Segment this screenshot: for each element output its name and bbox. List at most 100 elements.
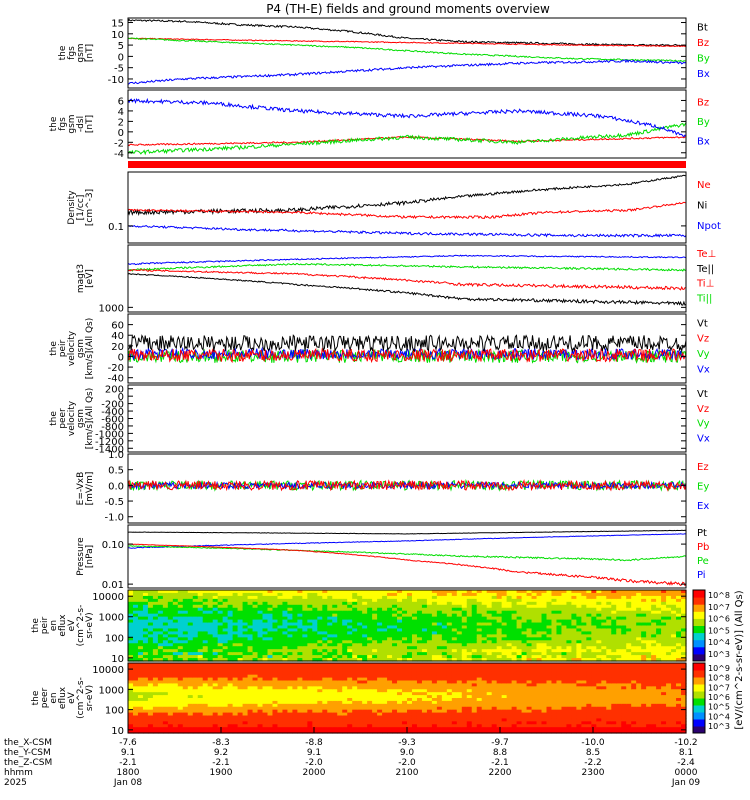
heatmap-cell (242, 683, 249, 687)
heatmap-cell (576, 649, 582, 653)
heatmap-cell (636, 655, 642, 659)
heatmap-cell (162, 634, 169, 638)
heatmap-cell (536, 598, 543, 603)
heatmap-cell (137, 628, 144, 633)
heatmap-cell (222, 619, 229, 624)
heatmap-cell (526, 622, 533, 627)
heatmap-cell (461, 652, 468, 656)
heatmap-cell (566, 607, 573, 612)
heatmap-cell (382, 601, 388, 606)
heatmap-cell (192, 715, 199, 720)
heatmap-cell (626, 610, 632, 615)
y-axis-label: [1/cc] (76, 195, 86, 221)
heatmap-cell (561, 592, 568, 597)
heatmap-cell (461, 604, 468, 609)
heatmap-cell (352, 640, 358, 644)
heatmap-cell (656, 592, 662, 597)
heatmap-cell (476, 646, 483, 650)
heatmap-cell (212, 628, 219, 633)
heatmap-cell (621, 643, 627, 647)
heatmap-cell (272, 619, 279, 624)
heatmap-cell (486, 677, 493, 682)
panel-frame (127, 453, 687, 524)
heatmap-cell (142, 700, 149, 705)
heatmap-cell (172, 616, 179, 621)
heatmap-cell (142, 674, 149, 679)
heatmap-cell (142, 677, 149, 682)
heatmap-cell (531, 607, 538, 612)
heatmap-cell (441, 686, 448, 690)
heatmap-cell (546, 692, 553, 696)
y-axis-label: gsm (76, 43, 86, 62)
heatmap-cell (302, 689, 308, 693)
heatmap-cell (556, 592, 563, 597)
heatmap-cell (337, 663, 343, 667)
heatmap-cell (367, 663, 373, 667)
heatmap-cell (317, 640, 323, 644)
heatmap-cell (461, 595, 468, 600)
heatmap-cell (232, 607, 239, 612)
heatmap-cell (302, 613, 308, 618)
heatmap-cell (132, 610, 139, 615)
heatmap-cell (461, 628, 468, 633)
heatmap-cell (516, 706, 523, 711)
heatmap-cell (416, 724, 423, 728)
heatmap-cell (237, 709, 244, 714)
heatmap-cell (501, 715, 508, 720)
heatmap-cell (337, 592, 343, 597)
heatmap-cell (357, 692, 363, 696)
heatmap-cell (601, 592, 607, 597)
heatmap-cell (312, 695, 318, 699)
heatmap-cell (436, 663, 443, 667)
heatmap-cell (446, 680, 453, 685)
heatmap-cell (606, 625, 612, 630)
heatmap-cell (172, 643, 179, 647)
heatmap-cell (506, 595, 513, 600)
heatmap-cell (357, 637, 363, 641)
heatmap-cell (192, 668, 199, 673)
heatmap-cell (372, 622, 378, 627)
heatmap-cell (382, 674, 388, 679)
heatmap-cell (177, 695, 184, 699)
heatmap-cell (257, 689, 264, 693)
heatmap-cell (496, 649, 503, 653)
heatmap-cell (516, 703, 523, 708)
heatmap-cell (327, 649, 333, 653)
heatmap-cell (207, 677, 214, 682)
heatmap-cell (312, 709, 318, 714)
heatmap-cell (297, 703, 303, 708)
heatmap-cell (197, 637, 204, 641)
heatmap-cell (446, 706, 453, 711)
heatmap-cell (551, 590, 558, 594)
heatmap-cell (506, 646, 513, 650)
heatmap-cell (192, 683, 199, 687)
heatmap-cell (481, 622, 488, 627)
heatmap-cell (416, 703, 423, 708)
heatmap-cell (327, 631, 333, 635)
heatmap-cell (322, 610, 328, 615)
heatmap-cell (182, 665, 189, 670)
heatmap-cell (581, 592, 587, 597)
heatmap-cell (152, 671, 159, 676)
heatmap-cell (496, 646, 503, 650)
heatmap-cell (182, 625, 189, 630)
heatmap-cell (242, 601, 249, 606)
heatmap-cell (202, 646, 209, 650)
heatmap-cell (546, 607, 553, 612)
heatmap-cell (237, 652, 244, 656)
heatmap-cell (322, 595, 328, 600)
heatmap-cell (332, 695, 338, 699)
heatmap-cell (456, 613, 463, 618)
heatmap-cell (486, 592, 493, 597)
heatmap-cell (212, 637, 219, 641)
heatmap-cell (197, 703, 204, 708)
heatmap-cell (157, 640, 164, 644)
heatmap-cell (177, 686, 184, 690)
heatmap-cell (501, 703, 508, 708)
heatmap-cell (531, 634, 538, 638)
heatmap-cell (197, 622, 204, 627)
heatmap-cell (661, 610, 667, 615)
heatmap-cell (387, 640, 393, 644)
heatmap-cell (292, 677, 298, 682)
heatmap-cell (317, 730, 323, 734)
